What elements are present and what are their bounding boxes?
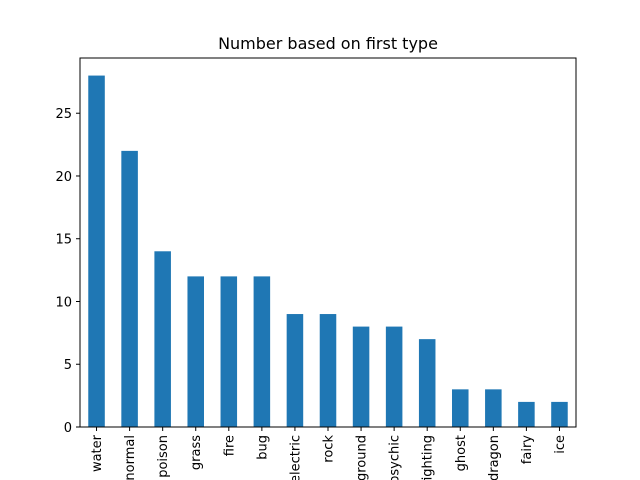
y-tick-label-15: 15	[55, 233, 72, 248]
bar-electric	[286, 314, 304, 427]
y-tick-label-20: 20	[55, 170, 72, 185]
bar-grass	[187, 276, 204, 427]
chart-title: Number based on first type	[218, 34, 438, 53]
x-tick-label-ghost: ghost	[454, 435, 469, 471]
x-tick-label-ice: ice	[553, 435, 568, 454]
bar-ghost	[452, 389, 469, 427]
x-tick-label-fairy: fairy	[520, 435, 535, 464]
x-tick-label-electric: electric	[288, 435, 303, 480]
x-tick-label-water: water	[90, 434, 105, 472]
x-tick-label-normal: normal	[123, 435, 138, 480]
bar-ground	[352, 326, 370, 427]
bar-fire	[220, 276, 238, 427]
x-tick-label-poison: poison	[156, 435, 171, 478]
bar-poison	[154, 251, 171, 427]
x-tick-label-ground: ground	[355, 435, 370, 480]
y-tick-label-5: 5	[64, 358, 72, 373]
y-axis: 0 5 10 15 20 25	[55, 107, 80, 436]
x-tick-label-rock: rock	[322, 435, 337, 463]
bar-psychic	[385, 326, 403, 427]
bars-group	[88, 75, 568, 428]
x-tick-label-fighting: fighting	[421, 435, 436, 480]
bar-normal	[121, 150, 138, 427]
bar-water	[88, 75, 105, 428]
y-tick-label-25: 25	[55, 107, 72, 122]
x-tick-label-grass: grass	[189, 435, 204, 470]
x-axis: water normal poison grass fire bug electric roc…	[90, 427, 568, 480]
plot-frame	[79, 57, 577, 428]
x-tick-label-bug: bug	[255, 435, 270, 460]
bar-dragon	[485, 389, 502, 427]
bar-fairy	[518, 401, 535, 427]
bar-bug	[253, 276, 271, 427]
x-tick-label-dragon: dragon	[487, 435, 502, 480]
bar-fighting	[418, 339, 436, 427]
y-tick-label-0: 0	[64, 421, 72, 436]
bar-ice	[551, 401, 568, 427]
x-tick-label-psychic: psychic	[388, 435, 403, 480]
y-tick-label-10: 10	[55, 295, 72, 310]
bar-rock	[319, 314, 337, 427]
x-tick-label-fire: fire	[222, 435, 237, 456]
